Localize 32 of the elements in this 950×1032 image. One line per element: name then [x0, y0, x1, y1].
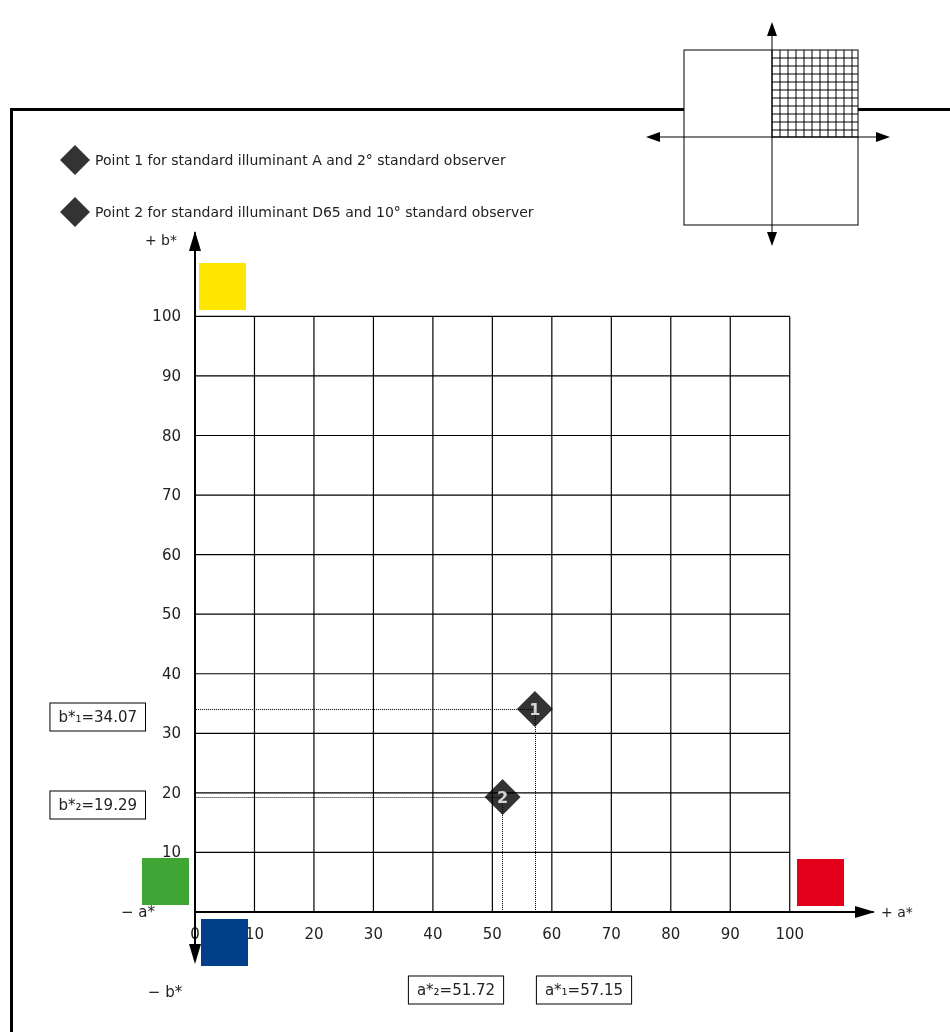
y-tick-label: 30: [161, 724, 181, 743]
x-tick-label: 30: [363, 924, 383, 943]
annotation: 1: [529, 699, 541, 719]
x-tick-label: 70: [601, 924, 621, 943]
text: a*₂=51.72: [416, 981, 496, 999]
x-tick-label: 10: [244, 924, 265, 943]
y-axis-title: + b*: [144, 232, 177, 248]
y-tick-label: 40: [161, 664, 181, 683]
x-tick-label: 90: [720, 924, 740, 943]
x-tick-label: 50: [482, 924, 502, 943]
text: − a*: [120, 903, 156, 921]
x-tick-label: 80: [661, 924, 681, 943]
y-tick-label: 50: [161, 605, 181, 624]
x-tick-label: 40: [423, 924, 443, 943]
text: a*₁=57.15: [544, 981, 624, 999]
x-axis-title: + a*: [881, 904, 913, 920]
x-tick-label: 100: [775, 924, 805, 943]
annotation: 2: [497, 787, 509, 807]
y-tick-label: 100: [152, 307, 181, 326]
y-tick-label: 20: [161, 783, 181, 802]
y-tick-label: 10: [161, 843, 181, 862]
y-tick-label: 80: [161, 426, 181, 445]
text: − b*: [147, 983, 183, 1001]
x-tick-label: 60: [542, 924, 562, 943]
text: b*₂=19.29: [58, 796, 137, 814]
y-tick-label: 60: [161, 545, 181, 564]
y-tick-label: 90: [161, 366, 181, 385]
legend-label: Point 1 for standard illuminant A and 2° standard observer: [95, 152, 506, 168]
legend-label: Point 2 for standard illuminant D65 and 10° standard observer: [95, 204, 534, 220]
text: b*₁=34.07: [58, 708, 137, 726]
x-tick-label: 20: [304, 924, 324, 943]
y-tick-label: 70: [161, 486, 181, 505]
